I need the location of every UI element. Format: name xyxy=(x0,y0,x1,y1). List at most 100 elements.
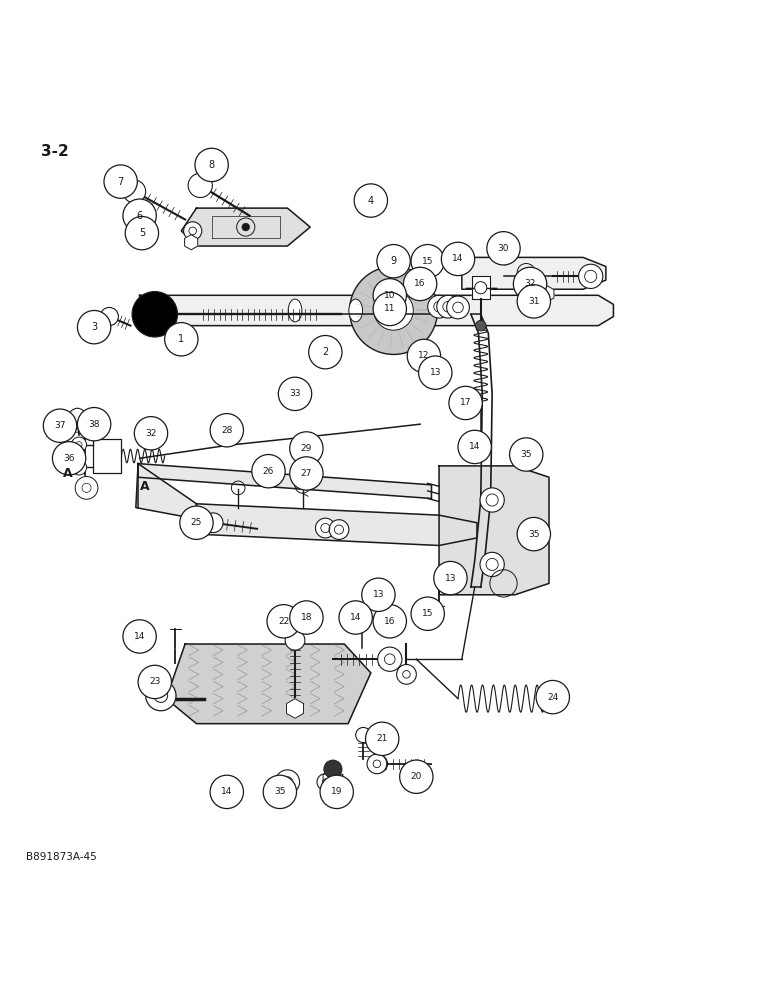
Circle shape xyxy=(125,216,158,250)
Text: A: A xyxy=(63,467,73,480)
Circle shape xyxy=(252,455,285,488)
Circle shape xyxy=(442,242,475,276)
Circle shape xyxy=(100,307,118,326)
Text: 28: 28 xyxy=(221,426,232,435)
Text: 4: 4 xyxy=(367,196,374,206)
Polygon shape xyxy=(93,439,121,473)
Text: 38: 38 xyxy=(88,420,100,429)
Circle shape xyxy=(373,279,407,312)
Ellipse shape xyxy=(288,299,302,322)
Polygon shape xyxy=(540,285,554,302)
Polygon shape xyxy=(462,257,606,289)
Circle shape xyxy=(77,408,111,441)
Circle shape xyxy=(134,417,168,450)
Text: 19: 19 xyxy=(331,787,343,796)
Circle shape xyxy=(578,264,603,288)
Polygon shape xyxy=(439,466,549,595)
Circle shape xyxy=(517,517,550,551)
Circle shape xyxy=(374,291,413,330)
Text: 14: 14 xyxy=(452,254,464,263)
Circle shape xyxy=(290,457,323,490)
Text: 35: 35 xyxy=(274,787,286,796)
Circle shape xyxy=(397,665,416,684)
Text: 5: 5 xyxy=(139,228,145,238)
Circle shape xyxy=(388,304,400,317)
Circle shape xyxy=(132,292,178,337)
Polygon shape xyxy=(185,235,198,250)
Text: 15: 15 xyxy=(422,257,433,266)
Text: 8: 8 xyxy=(208,160,215,170)
Circle shape xyxy=(411,597,445,630)
Text: B891873A-45: B891873A-45 xyxy=(26,852,96,862)
Text: 21: 21 xyxy=(377,734,388,743)
Circle shape xyxy=(350,267,438,354)
Circle shape xyxy=(123,620,156,653)
Text: 23: 23 xyxy=(149,677,161,686)
Circle shape xyxy=(480,488,504,512)
Circle shape xyxy=(447,296,469,319)
Polygon shape xyxy=(138,464,432,498)
Text: 36: 36 xyxy=(63,454,75,463)
Text: 18: 18 xyxy=(300,613,312,622)
Polygon shape xyxy=(140,295,614,326)
Text: 14: 14 xyxy=(469,442,480,451)
Circle shape xyxy=(138,665,171,699)
Circle shape xyxy=(378,647,402,671)
Circle shape xyxy=(276,770,300,794)
Circle shape xyxy=(210,775,243,809)
Circle shape xyxy=(475,282,487,294)
Circle shape xyxy=(317,774,334,790)
Circle shape xyxy=(487,232,520,265)
Text: 17: 17 xyxy=(460,398,472,407)
Text: 7: 7 xyxy=(117,177,124,187)
Ellipse shape xyxy=(349,299,363,322)
Circle shape xyxy=(104,165,137,198)
Circle shape xyxy=(77,310,111,344)
Circle shape xyxy=(329,520,349,539)
Text: 24: 24 xyxy=(547,693,558,702)
Circle shape xyxy=(354,184,388,217)
Text: 16: 16 xyxy=(415,279,426,288)
Text: 14: 14 xyxy=(221,787,232,796)
Text: 15: 15 xyxy=(422,609,433,618)
Text: 12: 12 xyxy=(418,351,429,360)
Text: 13: 13 xyxy=(445,574,456,583)
Circle shape xyxy=(267,605,300,638)
Text: 25: 25 xyxy=(191,518,202,527)
Circle shape xyxy=(123,199,156,232)
Text: 37: 37 xyxy=(54,421,66,430)
Circle shape xyxy=(285,630,305,650)
Circle shape xyxy=(290,601,323,634)
Polygon shape xyxy=(286,699,303,718)
Circle shape xyxy=(367,754,387,774)
Circle shape xyxy=(437,295,459,318)
Circle shape xyxy=(400,760,433,793)
Text: 11: 11 xyxy=(384,304,395,313)
Circle shape xyxy=(210,414,243,447)
Circle shape xyxy=(428,295,450,318)
Polygon shape xyxy=(196,504,477,545)
Circle shape xyxy=(373,292,407,326)
Text: 3: 3 xyxy=(91,322,97,332)
Circle shape xyxy=(184,222,201,240)
Circle shape xyxy=(309,335,342,369)
Circle shape xyxy=(339,601,372,634)
Circle shape xyxy=(404,267,437,301)
Circle shape xyxy=(242,223,249,231)
Text: 22: 22 xyxy=(278,617,290,626)
Circle shape xyxy=(323,760,342,778)
Circle shape xyxy=(407,339,441,373)
Text: 20: 20 xyxy=(411,772,422,781)
Circle shape xyxy=(377,245,410,278)
Circle shape xyxy=(449,386,482,420)
Circle shape xyxy=(316,518,335,538)
Circle shape xyxy=(510,438,543,471)
Circle shape xyxy=(369,755,388,773)
Circle shape xyxy=(290,432,323,465)
Text: 14: 14 xyxy=(134,632,145,641)
Circle shape xyxy=(418,356,452,389)
Circle shape xyxy=(146,680,176,711)
Text: 31: 31 xyxy=(528,297,540,306)
Circle shape xyxy=(123,180,146,203)
Circle shape xyxy=(203,513,223,533)
